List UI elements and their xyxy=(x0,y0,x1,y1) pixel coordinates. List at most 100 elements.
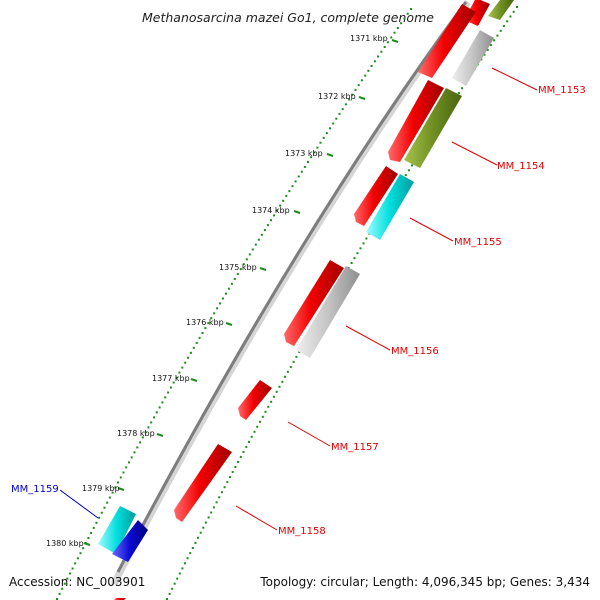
inner-ring-dot xyxy=(353,257,356,260)
outer-ring-dot xyxy=(263,229,266,231)
outer-ring-dot xyxy=(74,562,77,565)
outer-ring-dot xyxy=(56,598,58,600)
outer-ring-dot xyxy=(164,396,167,399)
outer-ring-dot xyxy=(335,117,338,120)
outer-ring-dot xyxy=(300,170,303,173)
inner-ring-dot xyxy=(226,481,229,484)
outer-ring-dot xyxy=(383,46,386,48)
inner-ring-dot xyxy=(210,511,213,514)
inner-ring-dot xyxy=(231,471,234,473)
inner-ring-dot xyxy=(272,395,275,398)
inner-ring-dot xyxy=(496,34,499,37)
outer-ring-dot xyxy=(158,406,161,409)
outer-ring-dot xyxy=(270,219,272,222)
outer-ring-dot xyxy=(153,416,155,419)
outer-ring-dot xyxy=(273,214,275,217)
inner-ring-dot xyxy=(229,476,231,479)
outer-ring-dot xyxy=(282,199,285,202)
outer-ring-dot xyxy=(103,506,106,509)
gene-mm-1154b-fwd[interactable] xyxy=(388,80,444,162)
tick-label-1371: 1371 kbp xyxy=(350,34,388,43)
tick-1375 xyxy=(259,267,267,271)
outer-ring-dot xyxy=(370,65,373,67)
outer-ring-dot xyxy=(92,526,95,529)
tick-label-1372: 1372 kbp xyxy=(318,92,356,101)
inner-ring-dot xyxy=(493,39,496,42)
outer-ring-dot xyxy=(288,190,291,193)
outer-ring-dot xyxy=(338,112,341,115)
inner-ring-dot xyxy=(191,547,194,549)
outer-ring-dot xyxy=(169,386,172,389)
inner-ring-dot xyxy=(461,87,464,90)
inner-ring-dot xyxy=(245,445,248,448)
outer-ring-dot xyxy=(367,69,370,72)
outer-ring-dot xyxy=(348,98,351,101)
outer-ring-dot xyxy=(76,557,79,560)
outer-ring-dot xyxy=(393,31,396,34)
label-mm-1154[interactable]: MM_1154 xyxy=(497,161,545,172)
outer-ring-dot xyxy=(161,401,164,404)
leader-mm-1155 xyxy=(409,217,454,242)
gene-mm-1153-rev[interactable] xyxy=(488,0,514,20)
outer-ring-dot xyxy=(310,156,313,159)
outer-ring-dot xyxy=(119,476,122,479)
outer-ring-dot xyxy=(117,481,119,484)
outer-ring-dot xyxy=(100,511,103,514)
genome-backbone xyxy=(110,0,471,586)
outer-ring-dot xyxy=(144,431,147,434)
gene-mm-1158-fwd[interactable] xyxy=(174,444,232,522)
gene-mm-1155-fwd[interactable] xyxy=(354,166,398,226)
outer-ring-dot xyxy=(291,185,294,188)
label-mm-1158[interactable]: MM_1158 xyxy=(278,526,326,537)
inner-ring-dot xyxy=(457,92,460,94)
outer-ring-dot xyxy=(172,381,175,384)
gene-mm-1157-fwd[interactable] xyxy=(238,380,272,420)
outer-ring-dot xyxy=(386,41,389,44)
label-mm-1156[interactable]: MM_1156 xyxy=(391,346,439,357)
inner-ring-dot xyxy=(207,516,210,519)
label-mm-1155[interactable]: MM_1155 xyxy=(454,237,502,248)
gene-grey-1153[interactable] xyxy=(452,30,494,86)
outer-ring-dot xyxy=(410,8,412,10)
inner-ring-dot xyxy=(181,567,184,570)
gene-mm-1154-rev[interactable] xyxy=(404,88,462,168)
outer-ring-dot xyxy=(236,273,239,275)
label-mm-1159[interactable]: MM_1159 xyxy=(11,484,59,495)
inner-ring-dot xyxy=(176,577,179,580)
inner-ring-dot xyxy=(362,242,365,245)
outer-ring-dot xyxy=(341,108,344,111)
tick-marks xyxy=(83,39,399,546)
inner-ring-dot xyxy=(239,455,242,458)
outer-ring-dot xyxy=(106,501,109,504)
outer-ring-dot xyxy=(377,55,380,58)
gene-mm-1156-rev[interactable] xyxy=(296,266,360,358)
inner-ring-dot xyxy=(218,496,221,499)
tick-label-1373: 1373 kbp xyxy=(285,149,323,158)
label-mm-1153[interactable]: MM_1153 xyxy=(538,85,586,96)
gene-mm-1154-fwd[interactable] xyxy=(418,4,476,78)
tick-label-1378: 1378 kbp xyxy=(117,429,155,438)
inner-ring-dot xyxy=(184,562,186,565)
gene-mm-1159-cyan[interactable] xyxy=(98,506,136,554)
inner-ring-dot xyxy=(486,48,489,51)
outer-ring-dot xyxy=(111,491,114,494)
inner-ring-dot xyxy=(189,552,192,555)
outer-tick-ring xyxy=(56,8,412,600)
outer-ring-dot xyxy=(373,60,376,63)
outer-ring-dot xyxy=(187,356,189,359)
tick-1372 xyxy=(358,96,366,100)
gene-mm-1156-fwd[interactable] xyxy=(284,260,344,346)
inner-ring-dot xyxy=(261,415,264,418)
inner-ring-dot xyxy=(298,351,301,353)
outer-ring-dot xyxy=(58,592,61,595)
inner-ring-dot xyxy=(356,252,359,255)
label-mm-1157[interactable]: MM_1157 xyxy=(331,442,379,453)
outer-ring-dot xyxy=(79,552,82,555)
leader-mm-1158 xyxy=(235,505,278,531)
gene-mm-1159-blue[interactable] xyxy=(112,520,148,562)
outer-ring-dot xyxy=(344,103,347,106)
gene-mm-1155-rev[interactable] xyxy=(366,174,414,240)
map-title: Methanosarcina mazei Go1, complete genom… xyxy=(142,10,434,25)
inner-ring-dot xyxy=(407,169,410,172)
